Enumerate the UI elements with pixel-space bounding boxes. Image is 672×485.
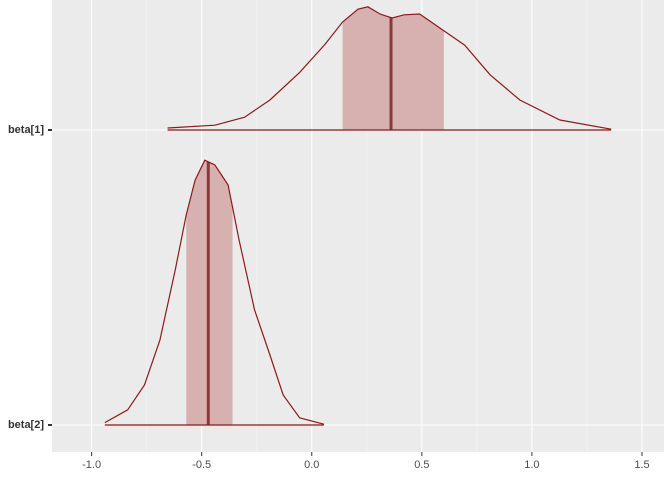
density-curve bbox=[167, 6, 612, 130]
x-tick-label: 0.0 bbox=[304, 459, 319, 471]
y-tick-label: beta[2] bbox=[8, 419, 44, 431]
x-tick-label: 1.0 bbox=[524, 459, 539, 471]
x-tick-label: 0.5 bbox=[414, 459, 429, 471]
y-tick-label: beta[1] bbox=[8, 124, 44, 136]
x-tick-label: -0.5 bbox=[192, 459, 211, 471]
density-curve bbox=[104, 159, 325, 425]
x-tick-label: 1.5 bbox=[634, 459, 649, 471]
x-tick-label: -1.0 bbox=[82, 459, 101, 471]
interval-area bbox=[342, 6, 444, 130]
